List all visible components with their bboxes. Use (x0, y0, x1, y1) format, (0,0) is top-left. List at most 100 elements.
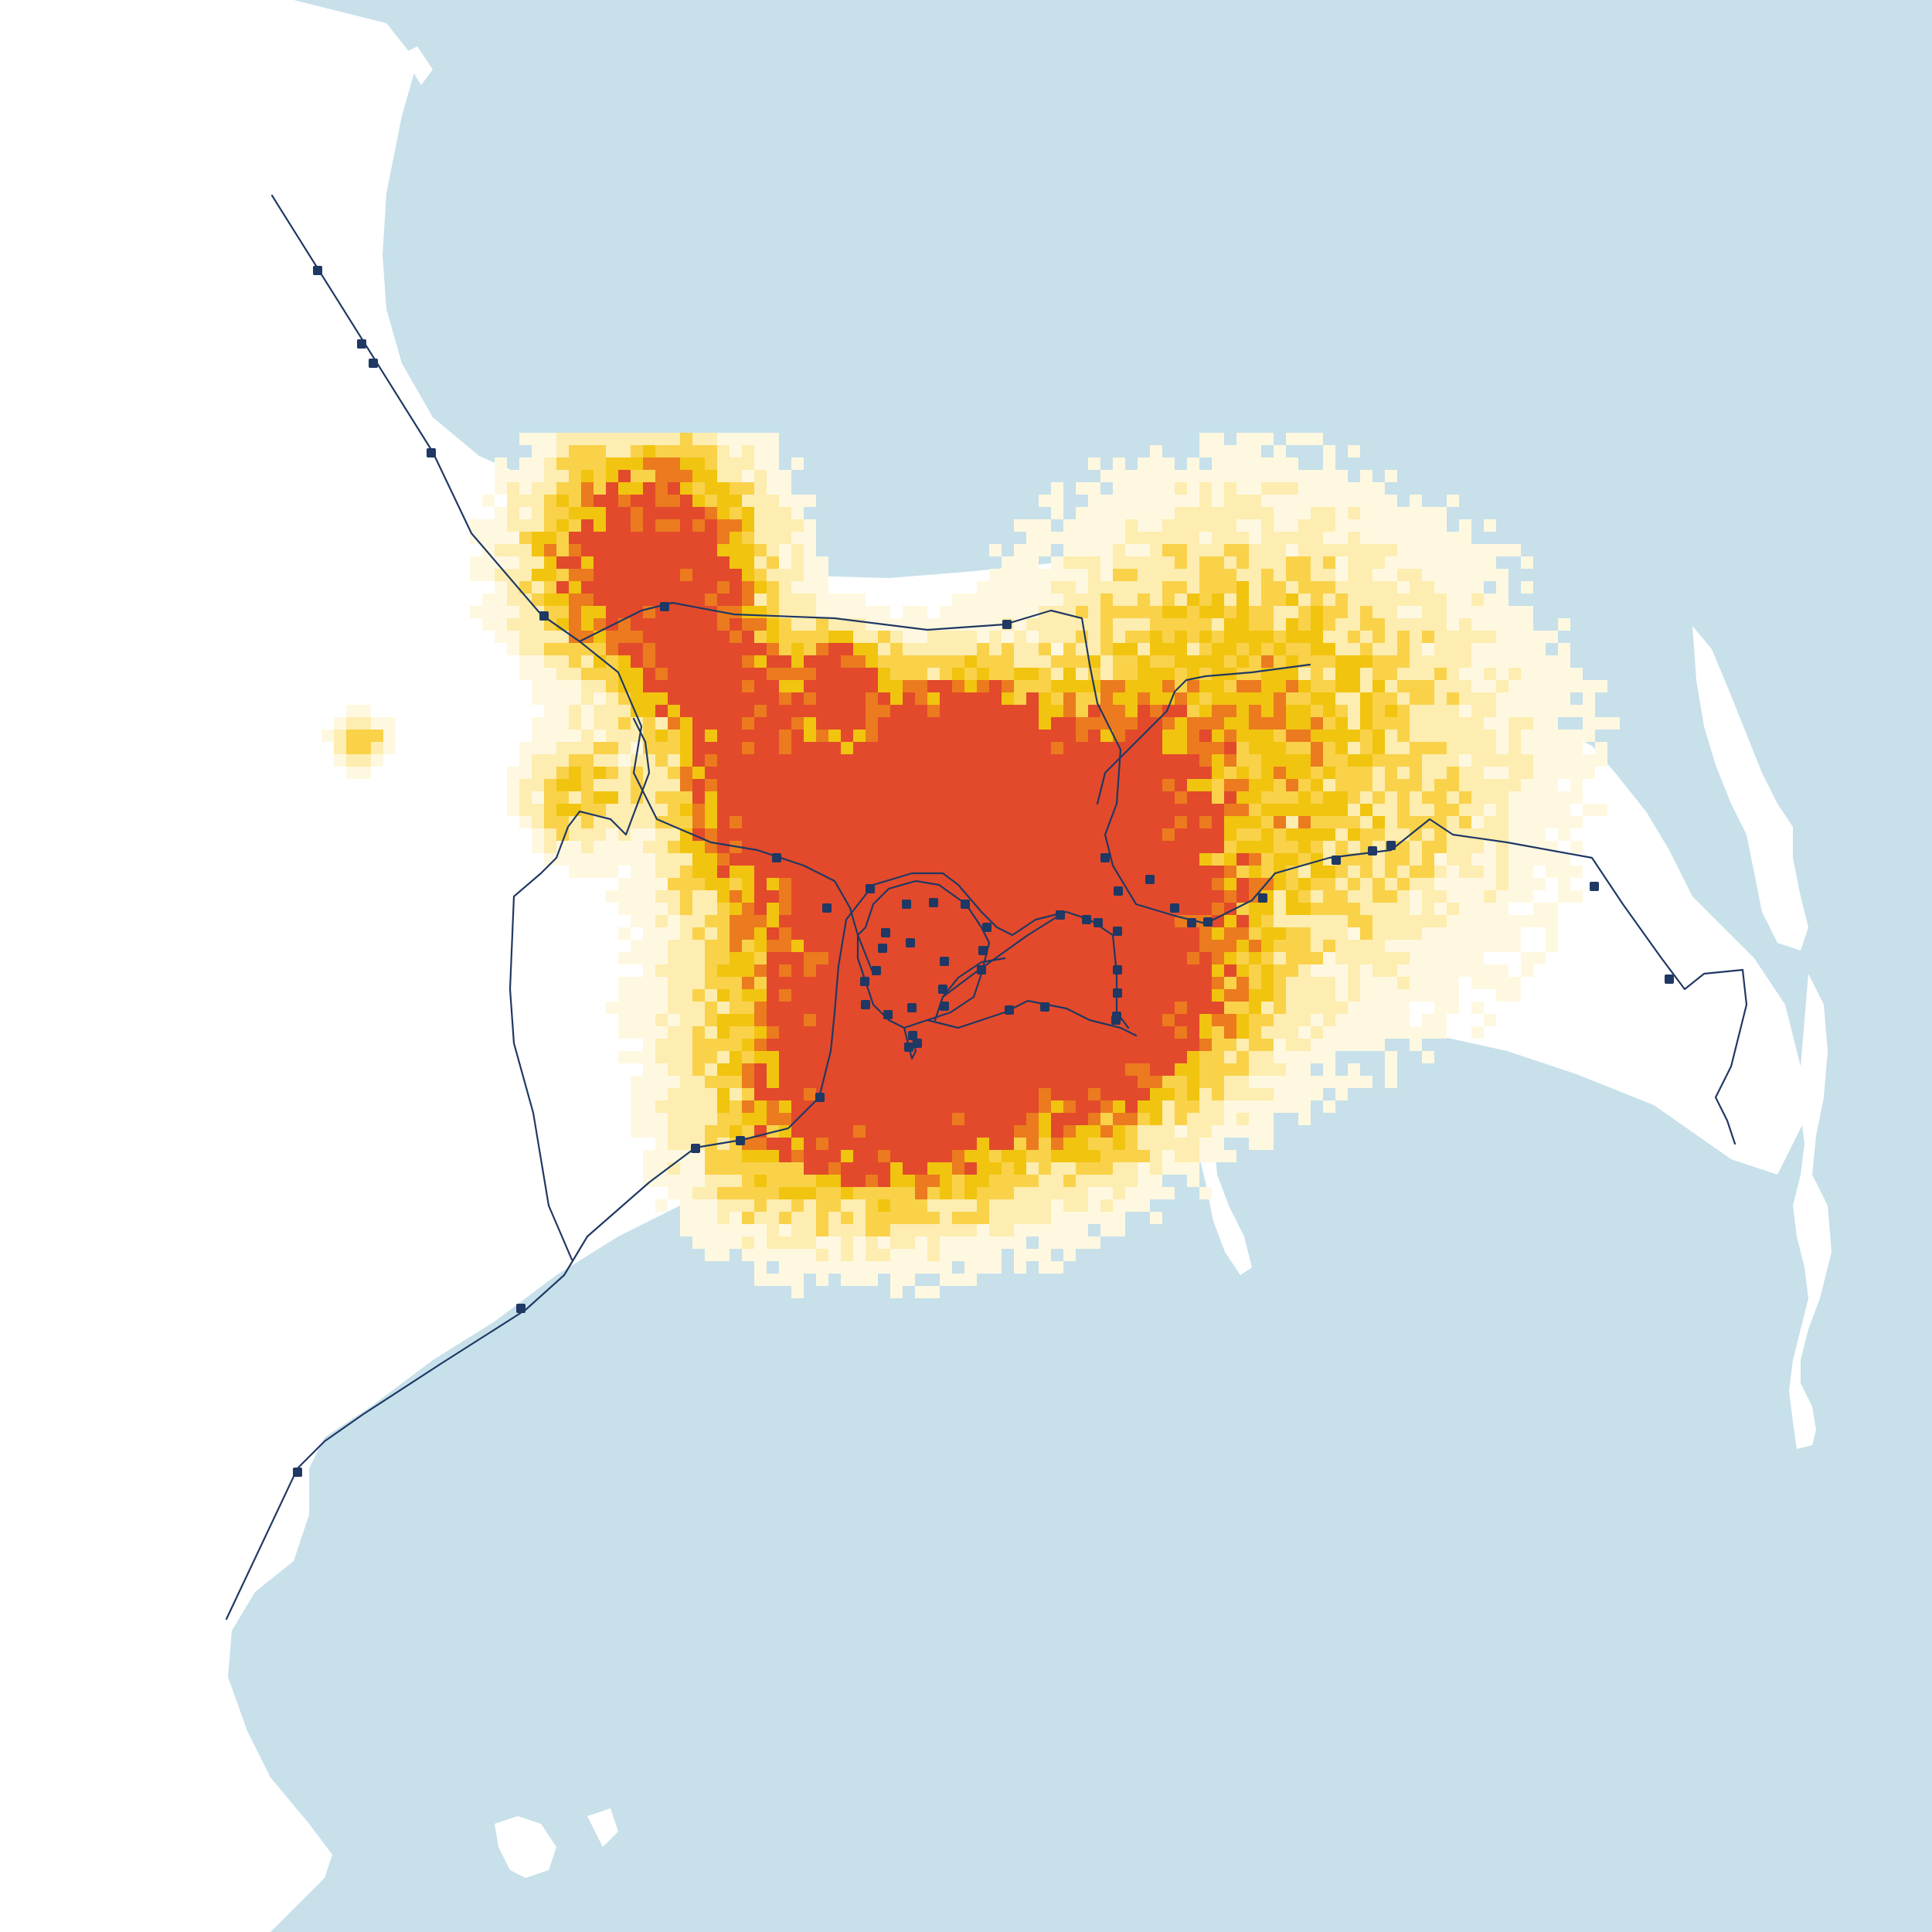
density-cell (1113, 569, 1125, 581)
density-cell (1360, 1026, 1372, 1039)
density-cell (680, 1076, 692, 1088)
density-cell (618, 532, 631, 544)
density-cell (1595, 680, 1607, 692)
density-cell (668, 1026, 680, 1039)
density-cell (915, 1125, 927, 1138)
density-cell (1298, 940, 1311, 952)
density-cell (1014, 1063, 1026, 1076)
density-cell (1323, 569, 1335, 581)
density-cell (569, 841, 581, 853)
density-cell (1162, 457, 1175, 470)
density-cell (841, 866, 853, 878)
density-cell (507, 779, 519, 791)
density-cell (1372, 668, 1385, 680)
density-cell (655, 1076, 668, 1088)
density-cell (1397, 1014, 1410, 1026)
density-cell (1150, 853, 1162, 866)
density-cell (1100, 1063, 1113, 1076)
density-cell (1335, 618, 1348, 631)
density-cell (1175, 606, 1187, 618)
density-cell (705, 1162, 717, 1175)
density-cell (581, 668, 594, 680)
density-cell (1175, 804, 1187, 816)
density-cell (952, 1236, 964, 1249)
density-cell (1236, 816, 1249, 828)
density-cell (705, 1212, 717, 1224)
density-cell (1397, 1002, 1410, 1014)
density-cell (1335, 1026, 1348, 1039)
density-cell (705, 1051, 717, 1063)
density-cell (1360, 952, 1372, 964)
density-cell (989, 767, 1002, 779)
density-cell (359, 705, 371, 717)
density-cell (940, 866, 952, 878)
density-cell (655, 853, 668, 866)
density-cell (1224, 878, 1236, 890)
density-cell (1471, 853, 1484, 866)
density-cell (1162, 804, 1175, 816)
density-cell (730, 828, 742, 841)
density-cell (1410, 643, 1422, 655)
density-cell (742, 1212, 754, 1224)
density-cell (606, 754, 618, 767)
density-cell (1311, 841, 1323, 853)
density-cell (1484, 655, 1496, 668)
density-cell (1249, 692, 1261, 705)
density-cell (1335, 952, 1348, 964)
density-cell (1002, 1212, 1014, 1224)
density-cell (1212, 791, 1224, 804)
density-cell (841, 1051, 853, 1063)
density-cell (1076, 952, 1088, 964)
density-cell (532, 742, 544, 754)
density-cell (1162, 1051, 1175, 1063)
density-cell (1348, 631, 1360, 643)
rail-station (1145, 875, 1155, 884)
density-cell (1385, 878, 1397, 890)
density-cell (606, 717, 618, 730)
density-cell (1546, 655, 1558, 668)
density-cell (1162, 866, 1175, 878)
density-cell (1187, 1051, 1199, 1063)
density-cell (952, 1039, 964, 1051)
density-cell (890, 890, 903, 903)
density-cell (655, 457, 668, 470)
density-cell (606, 495, 618, 507)
density-cell (878, 779, 890, 791)
density-cell (1261, 532, 1274, 544)
density-cell (1088, 717, 1100, 730)
density-cell (1113, 1113, 1125, 1125)
density-cell (791, 507, 804, 519)
density-cell (767, 1076, 779, 1088)
density-cell (767, 482, 779, 495)
density-cell (1397, 927, 1410, 940)
density-cell (1397, 952, 1410, 964)
density-cell (1187, 692, 1199, 705)
density-cell (705, 1088, 717, 1100)
rail-station (861, 1000, 870, 1009)
density-cell (1236, 754, 1249, 767)
density-cell (1236, 964, 1249, 977)
density-cell (853, 1125, 866, 1138)
density-cell (1138, 655, 1150, 668)
density-cell (544, 804, 556, 816)
density-cell (890, 1100, 903, 1113)
density-cell (1150, 964, 1162, 977)
density-cell (1410, 903, 1422, 915)
density-cell (1063, 1039, 1076, 1051)
density-cell (804, 519, 816, 532)
density-cell (903, 804, 915, 816)
density-cell (680, 631, 692, 643)
density-cell (977, 581, 989, 594)
density-cell (1125, 791, 1138, 804)
density-cell (1348, 915, 1360, 927)
density-cell (1496, 705, 1509, 717)
density-cell (1088, 1039, 1100, 1051)
rail-station (866, 884, 875, 893)
density-cell (1335, 519, 1348, 532)
density-cell (1261, 730, 1274, 742)
density-cell (606, 433, 618, 445)
rail-stations (293, 266, 1674, 1477)
density-cell (940, 1261, 952, 1274)
density-cell (1125, 680, 1138, 692)
